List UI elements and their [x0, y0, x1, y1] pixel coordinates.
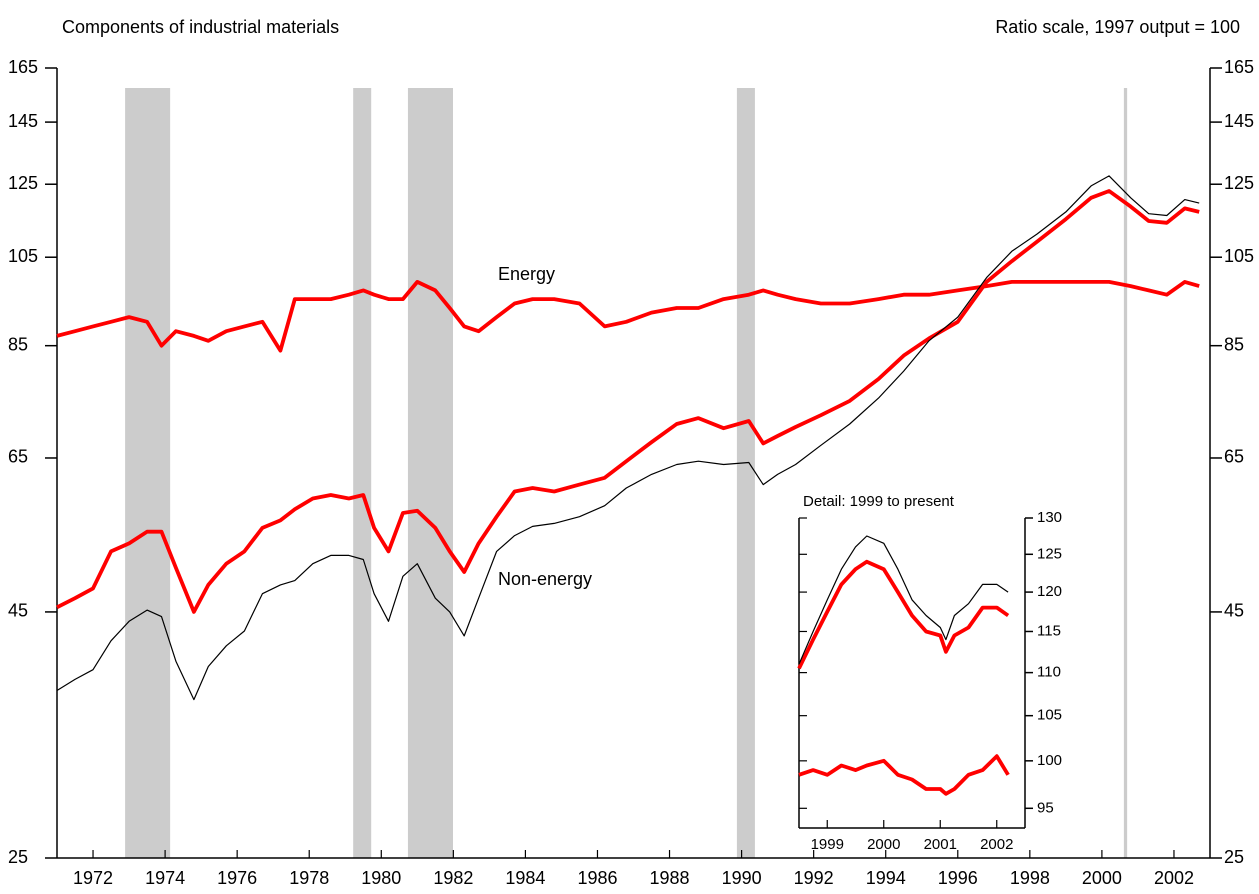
- x-tick-label: 1992: [794, 868, 834, 888]
- recession-shading: [736, 88, 755, 858]
- y-tick-label: 65: [8, 447, 28, 467]
- y-tick-label: 105: [8, 246, 38, 266]
- y-tick-label: 45: [8, 601, 28, 621]
- x-tick-label: 1998: [1010, 868, 1050, 888]
- x-tick-label: 1978: [289, 868, 329, 888]
- x-tick-label: 1999: [811, 836, 844, 853]
- chart-title: Components of industrial materials: [62, 17, 339, 37]
- x-tick-label: 1980: [361, 868, 401, 888]
- x-tick-label: 2002: [1154, 868, 1194, 888]
- y2-tick-label: 145: [1224, 111, 1254, 131]
- x-tick-label: 2002: [980, 836, 1013, 853]
- y-tick-label: 165: [8, 57, 38, 77]
- recession-shading: [1123, 88, 1128, 858]
- y2-tick-label: 110: [1037, 664, 1061, 681]
- y2-tick-label: 95: [1037, 799, 1054, 816]
- x-tick-label: 1988: [650, 868, 690, 888]
- y2-tick-label: 100: [1037, 752, 1062, 769]
- series-label: Non-energy: [498, 569, 592, 589]
- series-line: [56, 175, 1200, 701]
- inset-background: [799, 518, 1025, 828]
- x-tick-label: 1972: [73, 868, 113, 888]
- chart-subtitle: Ratio scale, 1997 output = 100: [995, 17, 1240, 37]
- y2-tick-label: 130: [1037, 509, 1062, 526]
- y2-tick-label: 65: [1224, 447, 1244, 467]
- series-line: [798, 535, 1009, 665]
- y2-tick-label: 105: [1037, 707, 1062, 724]
- x-tick-label: 2000: [1082, 868, 1122, 888]
- x-tick-label: 1990: [722, 868, 762, 888]
- y-tick-label: 145: [8, 111, 38, 131]
- series-line: [56, 280, 1200, 353]
- y2-tick-label: 165: [1224, 57, 1254, 77]
- x-tick-label: 1996: [938, 868, 978, 888]
- y2-tick-label: 85: [1224, 334, 1244, 354]
- y-tick-label: 85: [8, 334, 28, 354]
- recession-shading: [353, 88, 372, 858]
- series-line: [797, 559, 1010, 670]
- series-line: [798, 754, 1010, 796]
- y2-tick-label: 125: [1224, 173, 1254, 193]
- y2-tick-label: 120: [1037, 583, 1062, 600]
- y-tick-label: 25: [8, 847, 28, 867]
- x-tick-label: 1976: [217, 868, 257, 888]
- x-tick-label: 1986: [577, 868, 617, 888]
- y2-tick-label: 125: [1037, 545, 1062, 562]
- y2-tick-label: 45: [1224, 601, 1244, 621]
- x-tick-label: 2000: [867, 836, 900, 853]
- y-tick-label: 125: [8, 173, 38, 193]
- series-label: Energy: [498, 264, 555, 284]
- x-tick-label: 1974: [145, 868, 185, 888]
- recession-shading: [407, 88, 453, 858]
- y2-tick-label: 105: [1224, 246, 1254, 266]
- x-tick-label: 1982: [433, 868, 473, 888]
- x-tick-label: 2001: [924, 836, 957, 853]
- x-tick-label: 1994: [866, 868, 906, 888]
- y2-tick-label: 25: [1224, 847, 1244, 867]
- series-line: [56, 189, 1200, 614]
- inset-title: Detail: 1999 to present: [803, 493, 955, 510]
- x-tick-label: 1984: [505, 868, 545, 888]
- y2-tick-label: 115: [1037, 622, 1061, 639]
- recession-shading: [125, 88, 171, 858]
